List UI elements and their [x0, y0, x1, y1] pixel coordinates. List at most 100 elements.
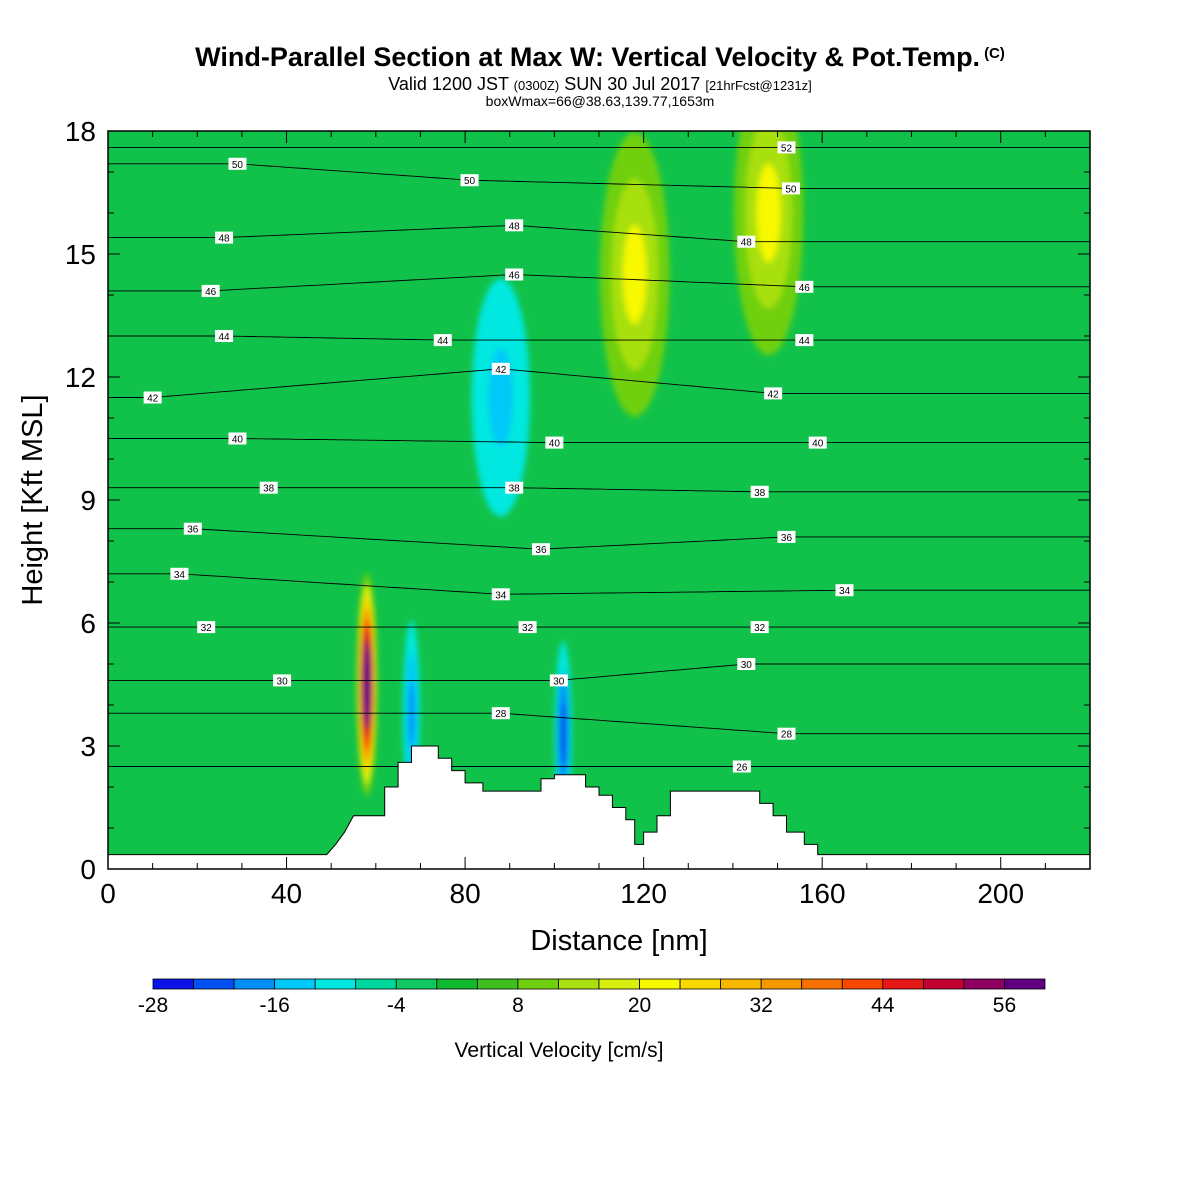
isentrope-label-text: 36 — [187, 525, 199, 536]
isentrope-label: 36 — [531, 543, 550, 556]
box-info: boxWmax=66@38.63,139.77,1653m — [485, 93, 715, 109]
colorbar-swatch — [679, 978, 722, 990]
colorbar-tick-label: 44 — [871, 994, 895, 1017]
x-tick-label: 0 — [100, 878, 116, 909]
isentrope-label-bg — [228, 432, 247, 445]
downdraft-shade — [560, 701, 567, 766]
isentrope-label: 34 — [835, 584, 854, 597]
isentrope-label: 50 — [228, 157, 247, 171]
isentrope-label-text: 38 — [754, 488, 766, 499]
colorbar-swatch — [801, 978, 843, 990]
colorbar-swatch — [841, 978, 884, 990]
isentrope-label: 50 — [781, 182, 800, 195]
updraft-shade — [622, 225, 647, 324]
chart-subtitle: Valid 1200 JST (0300Z) SUN 30 Jul 2017 [… — [0, 74, 1200, 95]
isentrope-label-bg — [273, 674, 292, 687]
isentrope-label-bg — [491, 707, 510, 720]
colorbar-swatch — [963, 978, 1005, 990]
isentrope-label-text: 42 — [495, 365, 507, 376]
isentrope-label-text: 32 — [522, 623, 534, 634]
valid-time: Valid 1200 JST — [388, 74, 509, 94]
isentrope-label-bg — [215, 330, 234, 342]
isentrope-label: 34 — [170, 567, 189, 581]
colorbar-tick-label: 8 — [512, 994, 524, 1017]
isentrope-40 — [108, 438, 1090, 444]
isentrope-label: 36 — [183, 522, 202, 536]
isentrope-label-text: 46 — [509, 271, 521, 282]
isentrope-label: 40 — [228, 432, 247, 446]
colorbar-swatch — [558, 978, 600, 990]
isentrope-label-bg — [764, 387, 783, 400]
y-tick-label: 0 — [80, 854, 96, 885]
isentrope-label-bg — [531, 543, 550, 556]
isentrope-label-text: 40 — [232, 435, 244, 446]
isentrope-label: 28 — [491, 707, 510, 720]
isentrope-label-text: 34 — [839, 586, 851, 597]
colorbar-swatch — [193, 978, 235, 990]
colorbar: -28 -16 -4 8 20 32 44 56 Vertical Velocity [cm/s… — [138, 978, 1046, 1062]
isentrope-34 — [108, 573, 1090, 595]
isentrope-label: 46 — [795, 280, 814, 294]
colorbar-swatch — [598, 978, 640, 990]
isentrope-label-bg — [777, 727, 796, 740]
y-tick-label: 6 — [80, 608, 96, 639]
isentrope-label: 48 — [505, 219, 524, 232]
isentrope-label-text: 44 — [437, 336, 449, 347]
isentrope-label-text: 40 — [549, 439, 561, 450]
isentrope-label-text: 36 — [781, 533, 793, 544]
colorbar-swatch — [436, 978, 478, 990]
colorbar-tick-label: 32 — [750, 994, 773, 1017]
isentrope-label-bg — [545, 436, 564, 449]
isentrope-label-bg — [228, 157, 247, 170]
isentrope-label-text: 44 — [799, 336, 811, 347]
isentrope-label-text: 30 — [277, 676, 289, 687]
colorbar-label: Vertical Velocity [cm/s] — [455, 1039, 664, 1062]
terrain — [107, 745, 1091, 870]
colorbar-tick-label: 56 — [993, 994, 1016, 1017]
isentrope-label: 44 — [795, 334, 814, 347]
isentrope-label-text: 30 — [553, 676, 565, 687]
isentrope-label-bg — [781, 182, 800, 195]
isentrope-label-bg — [505, 219, 524, 232]
velocity-field — [108, 131, 1090, 869]
isentrope-label-bg — [750, 485, 769, 498]
isentrope-label-text: 30 — [741, 660, 753, 671]
y-tick-label: 9 — [80, 485, 96, 516]
updraft-shade — [363, 652, 370, 717]
isentrope-label-bg — [215, 231, 234, 244]
isentrope-label-bg — [549, 674, 568, 687]
isentrope-label-bg — [183, 522, 202, 535]
isentrope-label-text: 32 — [754, 623, 766, 634]
colorbar-tick-label: -4 — [387, 994, 406, 1017]
colorbar-swatch — [233, 978, 276, 990]
isentrope-36 — [108, 528, 1090, 550]
isentrope-label: 36 — [777, 530, 796, 544]
y-axis-label: Height [Kft MSL] — [17, 394, 49, 605]
isentrope-label-bg — [750, 621, 769, 634]
isentrope-label-text: 48 — [218, 234, 230, 245]
x-axis-label: Distance [nm] — [530, 925, 707, 957]
x-tick-label: 80 — [450, 878, 481, 909]
isentrope-label: 40 — [545, 436, 564, 450]
updraft-core-0 — [356, 573, 378, 796]
isentrope-label: 46 — [505, 268, 524, 282]
isentrope-label-bg — [201, 284, 220, 297]
isentrope-lines — [108, 146, 1090, 767]
isentrope-label-text: 32 — [201, 623, 213, 634]
isentrope-label-text: 38 — [263, 484, 275, 495]
isentrope-label: 30 — [549, 674, 568, 687]
isentrope-label-text: 28 — [495, 709, 507, 720]
colorbar-swatch — [274, 978, 316, 990]
isentrope-label-text: 36 — [535, 545, 547, 556]
isentrope-label: 30 — [737, 658, 756, 671]
isentrope-label-text: 44 — [218, 332, 230, 343]
colorbar-swatch — [720, 978, 762, 990]
isentrope-label-text: 34 — [174, 570, 186, 581]
isentrope-label-text: 40 — [812, 439, 824, 450]
isentrope-label: 44 — [433, 334, 452, 347]
colorbar-swatch — [1004, 978, 1046, 990]
isentrope-label-bg — [795, 280, 814, 293]
isentrope-30 — [108, 663, 1090, 681]
isentrope-labels: 26 28 28 30 30 30 32 32 32 34 34 34 36 36 36 38 38 38 40 40… — [143, 141, 854, 774]
isentrope-label: 32 — [197, 621, 216, 634]
